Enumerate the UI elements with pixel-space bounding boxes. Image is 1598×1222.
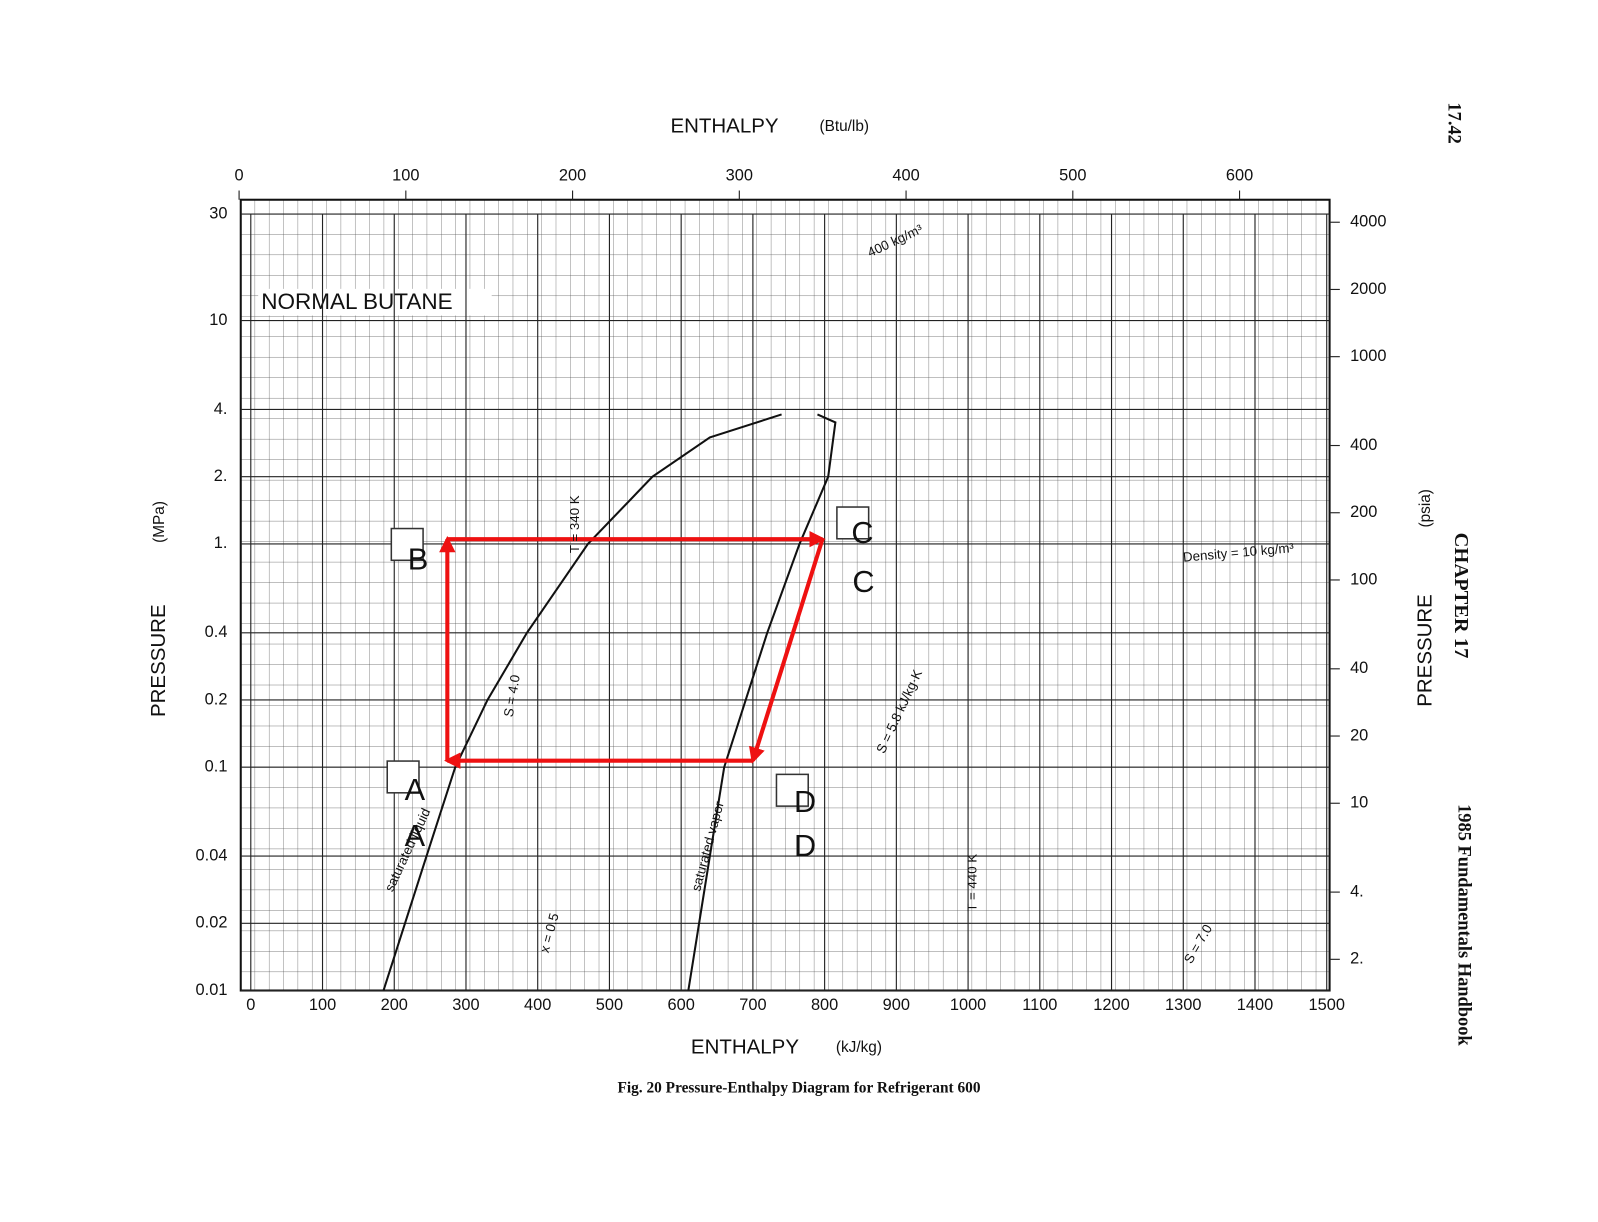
- y-tick-label: 0.01: [196, 981, 228, 999]
- x-unit: (kJ/kg): [836, 1039, 882, 1056]
- y2-tick-label: 10: [1350, 794, 1368, 812]
- x2-tick-label: 400: [892, 167, 919, 185]
- y-label: PRESSURE: [147, 604, 170, 717]
- x-tick-label: 500: [596, 996, 623, 1014]
- y-unit: (MPa): [151, 501, 168, 543]
- x2-tick-label: 600: [1226, 167, 1253, 185]
- x-tick-label: 1000: [950, 996, 986, 1014]
- y-tick-label: 10: [209, 311, 227, 329]
- chart-title: NORMAL BUTANE: [261, 289, 452, 314]
- book-title: 1985 Fundamentals Handbook: [1455, 804, 1475, 1046]
- curve-annotation: S = 4.0: [501, 674, 523, 718]
- point-label: C: [852, 564, 874, 599]
- x-tick-label: 1500: [1309, 996, 1345, 1014]
- point-label: A: [405, 818, 426, 853]
- x2-tick-label: 300: [726, 167, 753, 185]
- title-bg: [258, 288, 492, 316]
- y2-tick-label: 2000: [1350, 280, 1386, 298]
- x-tick-label: 400: [524, 996, 551, 1014]
- curve-annotation: T = 340 K: [567, 495, 582, 553]
- y-tick-label: 0.4: [205, 623, 228, 641]
- x-tick-label: 1100: [1022, 996, 1057, 1014]
- y-tick-label: 2.: [214, 467, 228, 485]
- chapter: CHAPTER 17: [1450, 533, 1472, 659]
- point-label: C: [851, 515, 873, 550]
- y2-tick-label: 1000: [1350, 347, 1386, 365]
- y-tick-label: 4.: [214, 400, 228, 418]
- curve-annotation: T = 440 K: [965, 854, 980, 912]
- point-label: D: [794, 828, 816, 863]
- saturation-line: [382, 413, 782, 991]
- y-tick-label: 0.04: [196, 846, 228, 864]
- point-box: [386, 760, 420, 794]
- x-tick-label: 1300: [1165, 996, 1201, 1014]
- x2-tick-label: 0: [235, 167, 244, 185]
- y2-unit: (psia): [1417, 489, 1434, 527]
- x-tick-label: 0: [246, 996, 255, 1014]
- caption: Fig. 20 Pressure-Enthalpy Diagram for Re…: [617, 1079, 980, 1096]
- point-label: A: [405, 772, 426, 807]
- y2-tick-label: 4000: [1350, 213, 1386, 231]
- x-tick-label: 100: [309, 996, 336, 1014]
- y-tick-label: 1.: [214, 534, 228, 552]
- x-tick-label: 600: [668, 996, 695, 1014]
- x-tick-label: 900: [883, 996, 910, 1014]
- x-tick-label: 800: [811, 996, 838, 1014]
- y-tick-label: 30: [209, 204, 227, 222]
- x2-tick-label: 100: [392, 167, 419, 185]
- point-label: B: [408, 541, 429, 576]
- x-tick-label: 1400: [1237, 996, 1273, 1014]
- cycle-segment: [749, 538, 825, 764]
- minor-grid: [240, 199, 1330, 991]
- x-tick-label: 300: [452, 996, 479, 1014]
- x-tick-label: 1200: [1093, 996, 1129, 1014]
- saturation-line: [687, 413, 837, 991]
- y-tick-label: 0.2: [205, 690, 228, 708]
- x-tick-label: 700: [739, 996, 766, 1014]
- point-label: D: [794, 784, 816, 819]
- x2-tick-label: 200: [559, 167, 586, 185]
- y2-tick-label: 200: [1350, 503, 1377, 521]
- y2-tick-label: 40: [1350, 659, 1368, 677]
- y-tick-label: 0.1: [205, 758, 228, 776]
- y2-tick-label: 2.: [1350, 950, 1364, 968]
- point-box: [836, 506, 870, 540]
- page-number: 17.42: [1444, 102, 1464, 143]
- y2-label: PRESSURE: [1413, 594, 1436, 707]
- point-box: [390, 527, 424, 562]
- y2-tick-label: 100: [1350, 570, 1377, 588]
- x2-tick-label: 500: [1059, 167, 1086, 185]
- x-label: ENTHALPY: [691, 1035, 799, 1058]
- y2-tick-label: 400: [1350, 436, 1377, 454]
- x-tick-label: 200: [381, 996, 408, 1014]
- y2-tick-label: 4.: [1350, 882, 1364, 900]
- point-box: [775, 773, 809, 807]
- y2-tick-label: 20: [1350, 726, 1368, 744]
- y-tick-label: 0.02: [196, 914, 228, 932]
- x2-unit: (Btu/lb): [819, 118, 869, 135]
- x2-label: ENTHALPY: [670, 114, 778, 137]
